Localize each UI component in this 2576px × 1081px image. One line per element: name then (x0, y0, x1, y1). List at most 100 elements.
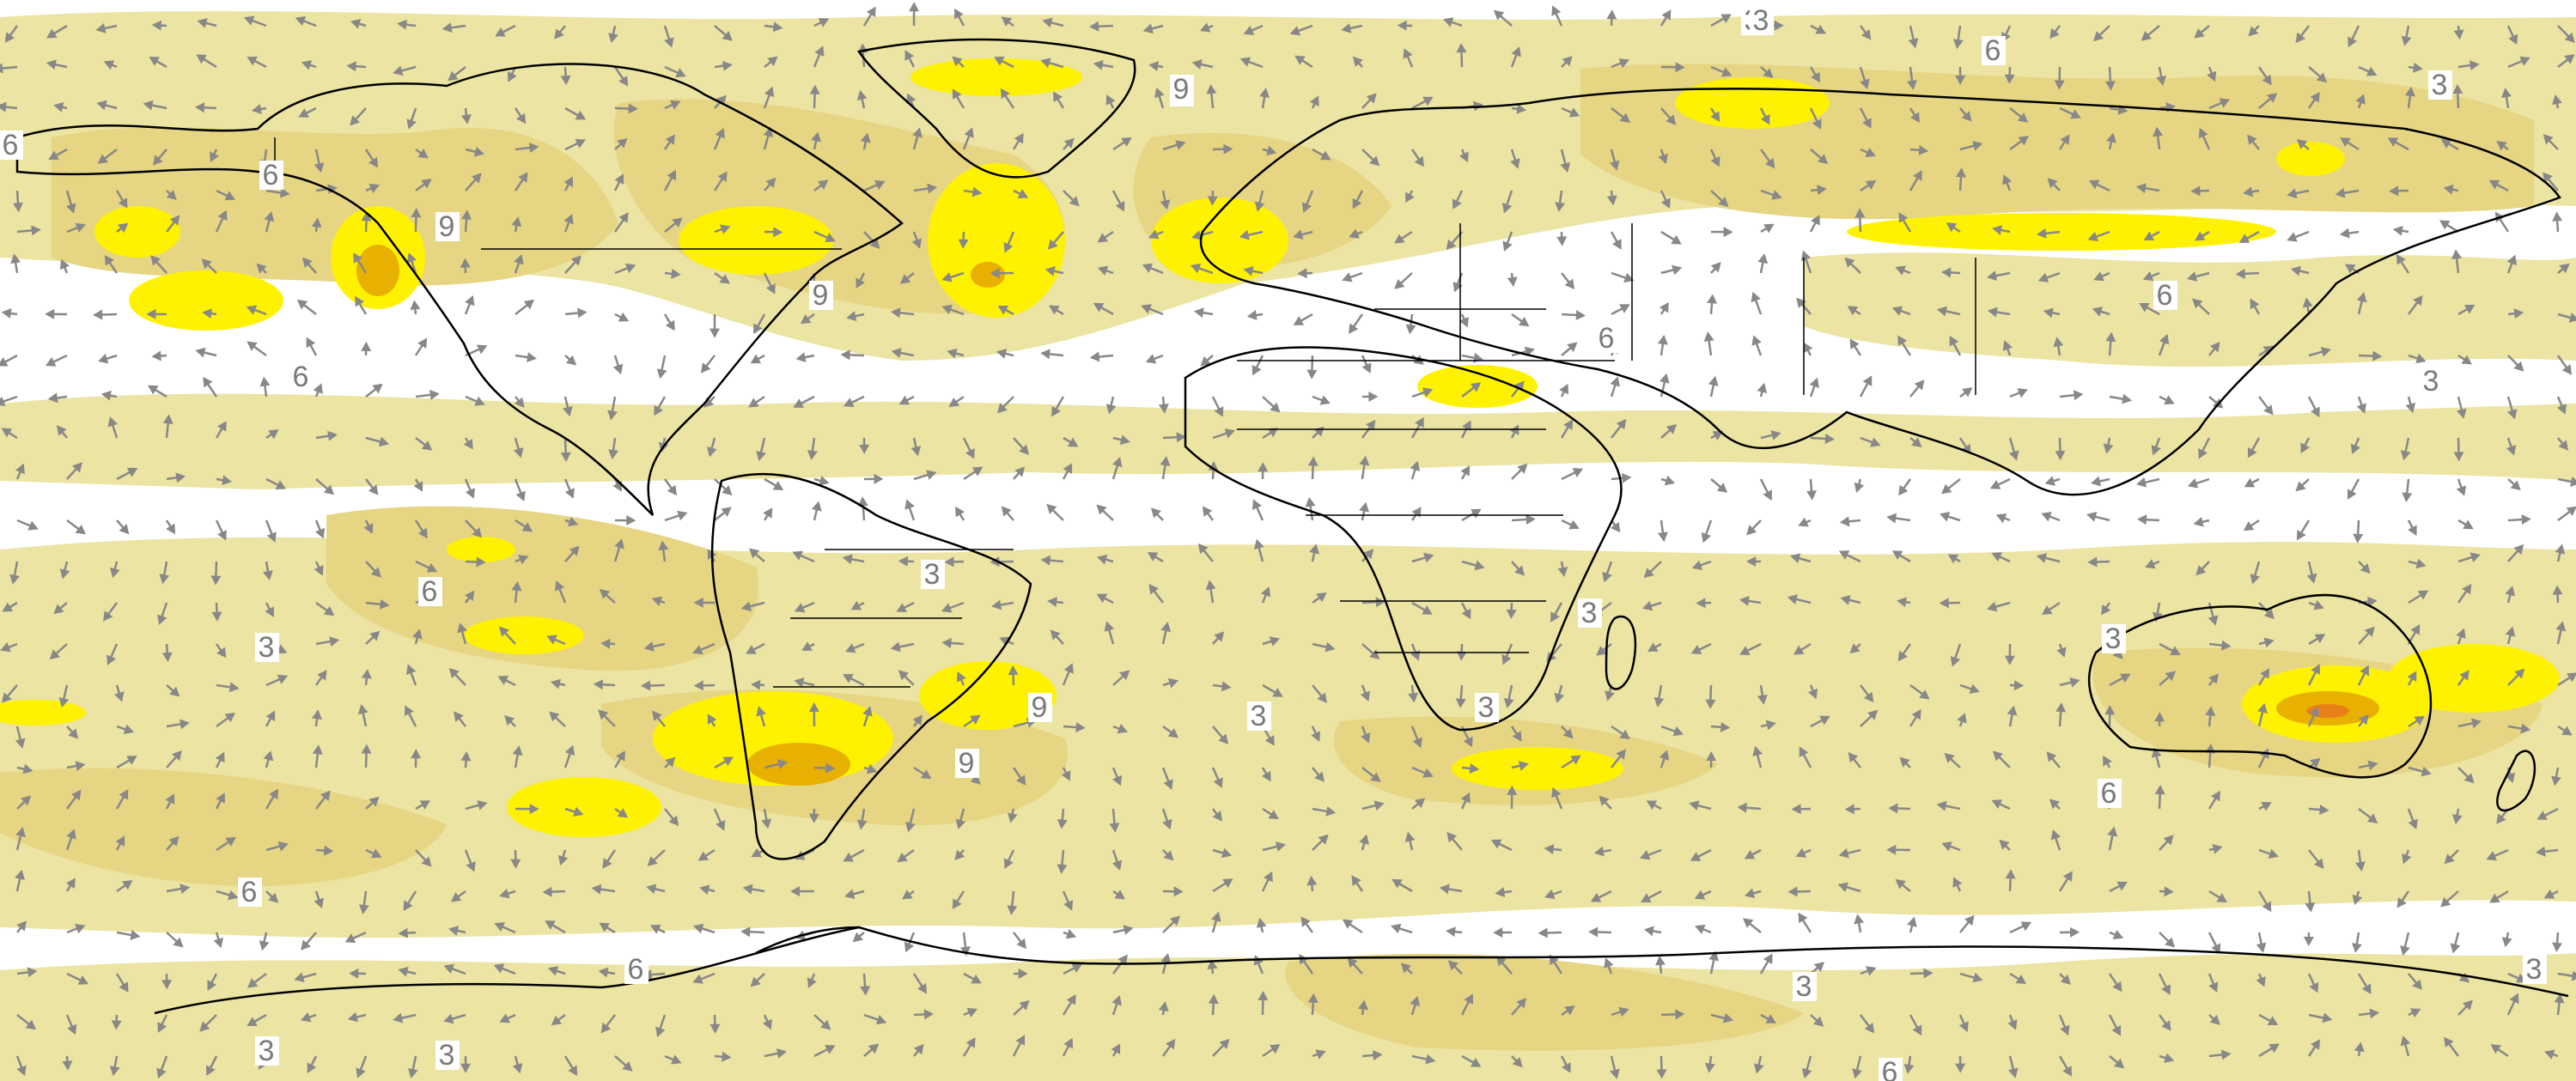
wind-arrow-head (2055, 702, 2067, 713)
wind-arrow-head (1865, 147, 1876, 157)
contour-label-background (1028, 693, 1052, 722)
wind-arrow-head (598, 709, 609, 720)
wind-arrow-head (646, 884, 657, 895)
wind-arrow-head (2513, 544, 2524, 556)
wind-arrow-head (1369, 649, 1380, 659)
contour-label-background (1475, 693, 1499, 722)
wind-arrow-head (2320, 346, 2331, 357)
wind-arrow-head (1969, 683, 1980, 694)
wind-arrow-head (1559, 383, 1568, 395)
wind-arrow-head (1456, 43, 1467, 53)
wind-arrow-head (2513, 308, 2524, 319)
wind-arrow-head (2007, 705, 2018, 716)
wind-arrow-head (1952, 877, 1963, 889)
wind-arrow-head (1269, 636, 1281, 647)
wind-arrow-head (911, 238, 923, 249)
wind-arrow-head (1746, 556, 1757, 567)
wind-arrow-head (707, 446, 717, 458)
wind-arrow-head (1923, 968, 1934, 979)
wind-arrow-head (2463, 304, 2476, 314)
wind-arrow-head (720, 224, 731, 234)
wind-arrow-head (1408, 692, 1419, 703)
wind-arrow-head (614, 538, 624, 550)
wind-arrow-head (2407, 671, 2417, 683)
wind-arrow-head (1791, 804, 1801, 815)
wind-arrow-head (2309, 981, 2319, 993)
wind-arrow-head (1610, 1068, 1620, 1079)
wind-arrow-head (1361, 362, 1372, 373)
wind-arrow-head (1063, 137, 1075, 149)
wind-arrow-head (1918, 144, 1929, 155)
wind-arrow-head (406, 252, 417, 264)
wind-arrow-head (77, 975, 89, 985)
wind-arrow-head (306, 337, 316, 349)
wind-arrow-head (1865, 180, 1877, 191)
wind-arrow-head (1695, 924, 1706, 934)
wind-arrow-head (1259, 88, 1270, 99)
wind-arrow-head (67, 1023, 77, 1035)
contour-label: 3 (1251, 700, 1267, 732)
wind-arrow-head (1456, 651, 1467, 661)
wind-arrow-head (2212, 843, 2223, 854)
wind-arrow-head (1191, 59, 1203, 70)
wind-arrow-head (528, 143, 539, 153)
wind-arrow-head (818, 18, 830, 27)
wind-arrow-head (1612, 239, 1622, 250)
wind-arrow-head (228, 682, 240, 693)
wind-arrow-head (2396, 253, 2406, 265)
wind-arrow-head (2458, 972, 2470, 983)
wind-arrow-head (2086, 511, 2098, 522)
wind-arrow-head (1311, 731, 1321, 742)
contour-label: 3 (2105, 622, 2122, 655)
wind-arrow-head (966, 1007, 977, 1017)
wind-arrow-head (2552, 94, 2562, 106)
wind-arrow-head (97, 154, 109, 164)
wind-arrow-head (465, 295, 475, 307)
wind-arrow-head (675, 68, 686, 78)
wind-arrow-head (196, 54, 207, 64)
wind-arrow-head (222, 475, 233, 486)
wind-arrow-head (1093, 302, 1105, 313)
wind-arrow-head (259, 376, 271, 387)
contour-label-background (2428, 70, 2452, 100)
wind-arrow-head (264, 211, 275, 222)
wind-arrow-head (210, 575, 222, 586)
wind-arrow-head (68, 728, 79, 739)
wind-arrow-head (499, 626, 509, 637)
wind-arrow-head (1572, 468, 1584, 477)
wind-arrow-head (2451, 814, 2463, 824)
wind-arrow-head (1446, 239, 1457, 251)
wind-arrow-head (1018, 969, 1028, 980)
wind-arrow-head (1815, 24, 1826, 34)
wind-arrow-head (869, 238, 880, 249)
wind-arrow-head (643, 641, 655, 652)
wind-arrow-head (2367, 760, 2378, 771)
contour-label-background (435, 212, 460, 241)
wind-arrow-head (2355, 861, 2366, 872)
wind-arrow-head (1710, 111, 1720, 122)
wind-arrow-head (1723, 227, 1733, 238)
wind-arrow-head (1511, 46, 1521, 58)
wind-arrow-head (617, 808, 629, 818)
wind-arrow-head (2444, 853, 2455, 865)
wind-arrow-head (2165, 671, 2176, 682)
wind-arrow-head (1716, 483, 1728, 493)
wind-arrow-head (1995, 513, 2007, 524)
wind-arrow-head (1710, 262, 1721, 273)
wind-arrow-head (419, 800, 431, 810)
wind-arrow-head (809, 84, 820, 94)
wind-arrow-head (1944, 752, 1955, 763)
wind-arrow-head (1410, 460, 1421, 471)
wind-arrow-head (2004, 655, 2015, 665)
wind-arrow-head (2561, 364, 2572, 375)
wind-arrow-head (66, 203, 76, 214)
wind-arrow-head (2103, 443, 2114, 454)
wind-arrow-head (463, 439, 473, 450)
wind-arrow-head (119, 524, 130, 535)
wind-arrow-head (2316, 72, 2328, 83)
wind-arrow-head (2219, 98, 2231, 108)
wind-arrow-head (2112, 981, 2122, 993)
wind-arrow-head (410, 300, 421, 311)
wind-arrow-head (1258, 462, 1269, 472)
wind-arrow-head (2092, 307, 2104, 317)
